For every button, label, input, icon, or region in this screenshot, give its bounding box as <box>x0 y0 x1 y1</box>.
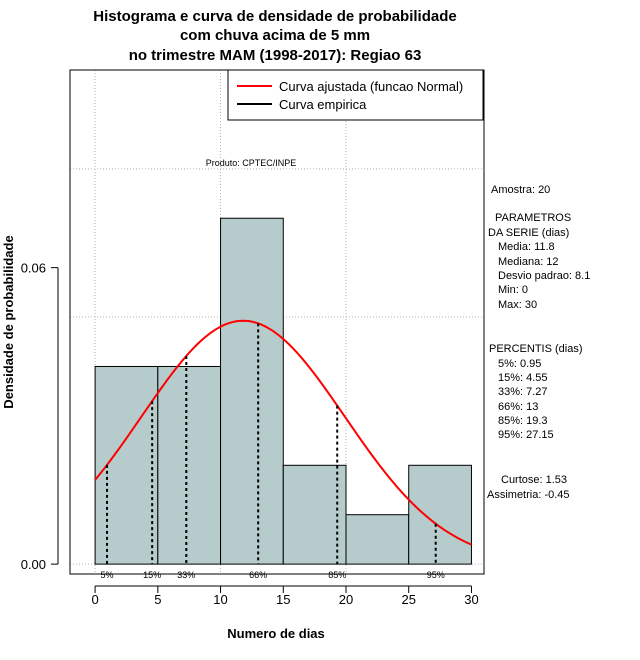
histogram-bar-1 <box>157 365 222 565</box>
histogram-bar-2 <box>220 217 284 565</box>
percentile-label-2: 33% <box>177 570 195 580</box>
histogram-bar-5 <box>408 464 472 565</box>
params-header-1: PARAMETROS <box>495 212 571 224</box>
x-tick-label-3: 15 <box>276 592 290 607</box>
legend-box <box>227 69 484 121</box>
x-tick-label-2: 10 <box>213 592 227 607</box>
legend-label-fitted: Curva ajustada (funcao Normal) <box>279 79 463 94</box>
histogram-bars <box>94 217 472 565</box>
x-tick-label-1: 5 <box>154 592 161 607</box>
chart-title-line-3: no trimestre MAM (1998-2017): Regiao 63 <box>129 47 422 64</box>
percentil-95: 95%: 27.15 <box>498 429 554 441</box>
assimetria: Assimetria: -0.45 <box>487 489 570 501</box>
percentil-15: 15%: 4.55 <box>498 372 548 384</box>
params-header-2: DA SERIE (dias) <box>488 227 569 239</box>
percentil-5: 5%: 0.95 <box>498 358 541 370</box>
percentile-label-0: 5% <box>101 570 114 580</box>
x-tick-label-4: 20 <box>339 592 353 607</box>
y-tick-label-0: 0.00 <box>21 557 46 572</box>
x-tick-label-5: 25 <box>401 592 415 607</box>
normal-curve-layer <box>94 319 472 546</box>
y-axis-label: Densidade de probabilidade <box>1 235 16 408</box>
legend-label-empirical: Curva empirica <box>279 97 367 112</box>
param-desvio: Desvio padrao: 8.1 <box>498 270 590 282</box>
percentile-label-1: 15% <box>143 570 161 580</box>
chart-title-line-2: com chuva acima de 5 mm <box>180 27 370 44</box>
y-tick-label-1: 0.06 <box>21 261 46 276</box>
credit-text: Produto: CPTEC/INPE <box>206 158 297 168</box>
histogram-bar-4 <box>345 514 410 565</box>
param-max: Max: 30 <box>498 299 537 311</box>
param-media: Media: 11.8 <box>498 241 555 253</box>
percentil-66: 66%: 13 <box>498 401 538 413</box>
percentil-33: 33%: 7.27 <box>498 386 548 398</box>
param-mediana: Mediana: 12 <box>498 256 559 268</box>
statistics-panel: Amostra: 20 PARAMETROS DA SERIE (dias) M… <box>487 184 590 501</box>
axes: 0 5 10 15 20 25 30 0.00 0.06 <box>21 261 479 607</box>
percentil-85: 85%: 19.3 <box>498 415 548 427</box>
x-tick-label-0: 0 <box>91 592 98 607</box>
percentile-label-3: 66% <box>249 570 267 580</box>
chart-title-line-1: Histograma e curva de densidade de proba… <box>93 8 456 25</box>
x-tick-label-6: 30 <box>464 592 478 607</box>
normal-curve-line <box>94 319 472 546</box>
percentile-label-5: 95% <box>427 570 445 580</box>
sample-size: Amostra: 20 <box>491 184 550 196</box>
param-min: Min: 0 <box>498 284 528 296</box>
percentis-header: PERCENTIS (dias) <box>489 343 583 355</box>
x-axis-label: Numero de dias <box>227 626 325 641</box>
percentile-lines: 5% 15% 33% 66% 85% 95% <box>101 323 445 580</box>
legend: Curva ajustada (funcao Normal) Curva emp… <box>227 69 484 121</box>
histogram-bar-3 <box>282 464 347 565</box>
histogram-bar-0 <box>94 365 159 565</box>
curtose: Curtose: 1.53 <box>501 474 567 486</box>
percentile-label-4: 85% <box>328 570 346 580</box>
